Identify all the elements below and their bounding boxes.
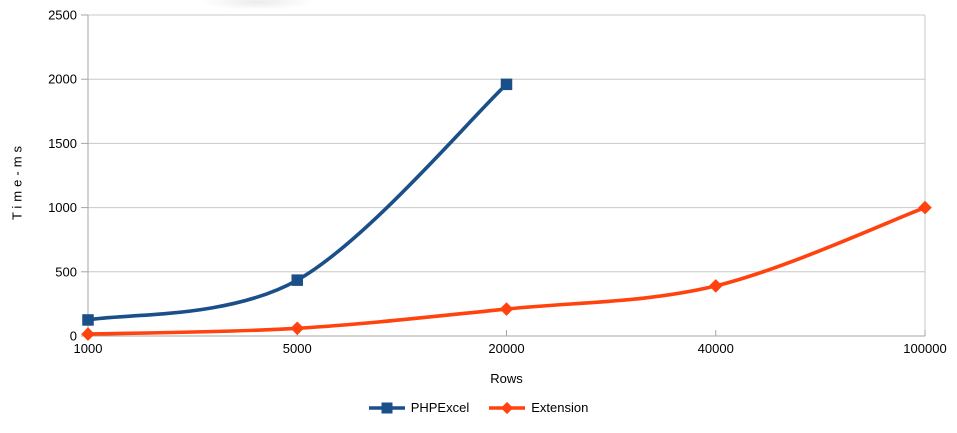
legend-item-extension: Extension — [489, 400, 588, 415]
y-tick-label: 0 — [70, 329, 77, 344]
legend-item-phpexcel: PHPExcel — [368, 400, 470, 415]
series-line-phpexcel — [86, 82, 509, 322]
y-tick-label: 1500 — [48, 136, 77, 151]
legend-label-extension: Extension — [531, 400, 589, 415]
y-tick-label: 1000 — [48, 200, 77, 215]
data-point-diamond-marker — [918, 200, 932, 215]
y-axis-title: Time-ms — [9, 141, 25, 221]
data-point-diamond-marker — [81, 327, 95, 341]
x-tick-label: 1000 — [74, 341, 103, 356]
data-point-square-marker — [82, 314, 94, 326]
x-axis-title: Rows — [490, 371, 523, 386]
y-tick-label: 2000 — [48, 72, 77, 87]
legend-marker-diamond-icon — [489, 401, 526, 414]
y-tick-label: 500 — [55, 264, 77, 279]
data-point-diamond-marker — [708, 279, 723, 293]
legend-marker-square-icon — [368, 402, 405, 413]
x-tick-label: 20000 — [488, 341, 524, 356]
data-point-diamond-marker — [290, 321, 305, 336]
legend: PHPExcel Extension — [0, 400, 957, 415]
x-tick-label: 100000 — [903, 341, 946, 356]
data-point-square-marker — [291, 274, 303, 286]
x-tick-label: 5000 — [283, 341, 312, 356]
legend-label-phpexcel: PHPExcel — [410, 400, 470, 415]
data-point-diamond-marker — [499, 302, 514, 316]
data-point-square-marker — [500, 78, 513, 91]
y-tick-label: 2500 — [48, 8, 77, 23]
x-tick-label: 40000 — [698, 341, 734, 356]
